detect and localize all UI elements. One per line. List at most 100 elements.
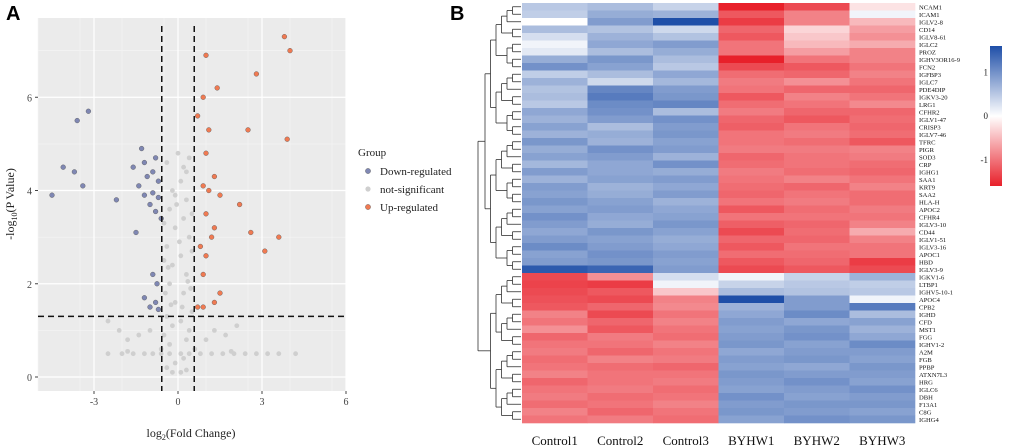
- heatmap-cell: [784, 153, 850, 161]
- heatmap-cell: [653, 153, 719, 161]
- heatmap-cell: [849, 228, 916, 236]
- row-label: IGLV3-16: [919, 245, 947, 252]
- point-not-significant: [220, 351, 226, 357]
- heatmap-cell: [718, 228, 785, 236]
- heatmap-cell: [522, 415, 588, 424]
- row-dendrogram: [477, 6, 521, 420]
- heatmap-cell: [849, 348, 916, 356]
- heatmap: NCAM1ICAM1IGLV2-8CD14IGLV8-61IGLC2PROZIG…: [477, 3, 1002, 448]
- row-label: IGKV3-20: [919, 95, 948, 102]
- point-up-regulated: [200, 271, 206, 278]
- heatmap-cell: [522, 115, 588, 124]
- heatmap-cell: [587, 115, 654, 124]
- legend-label-ns: not-significant: [380, 184, 444, 196]
- heatmap-cell: [653, 258, 719, 266]
- heatmap-cell: [653, 333, 719, 341]
- row-label: FCN2: [919, 65, 935, 72]
- heatmap-cell: [718, 385, 785, 394]
- heatmap-cell: [718, 175, 785, 184]
- heatmap-cell: [587, 108, 654, 116]
- heatmap-cell: [587, 145, 654, 154]
- point-not-significant: [184, 169, 189, 175]
- heatmap-cell: [587, 70, 654, 79]
- heatmap-cell: [849, 250, 916, 259]
- heatmap-cell: [784, 385, 850, 394]
- legend-swatch-ns: [365, 186, 371, 192]
- heatmap-cell: [522, 288, 588, 296]
- heatmap-cell: [718, 160, 785, 169]
- heatmap-cell: [587, 25, 654, 34]
- heatmap-cell: [849, 318, 916, 326]
- heatmap-cell: [587, 325, 654, 334]
- heatmap-cell: [522, 228, 588, 236]
- heatmap-cell: [784, 228, 850, 236]
- heatmap-cell: [784, 145, 850, 154]
- point-down-regulated: [60, 164, 66, 170]
- heatmap-cell: [587, 408, 654, 416]
- heatmap-cell: [522, 10, 588, 19]
- heatmap-cell: [522, 18, 588, 26]
- heatmap-cell: [653, 130, 719, 139]
- heatmap-cell: [718, 153, 785, 161]
- heatmap-cell: [587, 258, 654, 266]
- heatmap-cell: [849, 288, 916, 296]
- x-tick-label: 3: [260, 397, 265, 408]
- heatmap-cell: [784, 63, 850, 71]
- heatmap-cell: [587, 198, 654, 206]
- heatmap-cell: [718, 370, 785, 379]
- heatmap-cell: [653, 55, 719, 64]
- heatmap-cell: [784, 348, 850, 356]
- heatmap-cell: [653, 415, 719, 424]
- heatmap-cell: [849, 205, 916, 214]
- heatmap-cell: [653, 295, 719, 304]
- point-up-regulated: [203, 52, 209, 58]
- column-label: BYHW2: [794, 433, 840, 448]
- heatmap-cell: [653, 243, 719, 251]
- point-not-significant: [175, 150, 181, 156]
- point-not-significant: [177, 239, 182, 245]
- point-up-regulated: [248, 229, 254, 236]
- heatmap-cell: [849, 145, 916, 154]
- heatmap-cell: [587, 48, 654, 56]
- point-not-significant: [163, 290, 168, 296]
- heatmap-cell: [587, 355, 654, 364]
- heatmap-cell: [522, 265, 588, 274]
- row-label: A2M: [919, 350, 933, 357]
- point-not-significant: [164, 365, 170, 371]
- heatmap-cell: [587, 220, 654, 229]
- heatmap-cell: [784, 265, 850, 274]
- heatmap-cell: [587, 378, 654, 386]
- row-label: IGLV2-8: [919, 20, 944, 27]
- point-down-regulated: [141, 295, 148, 301]
- heatmap-cell: [849, 153, 916, 161]
- row-label: IGLC2: [919, 42, 938, 49]
- heatmap-cell: [587, 400, 654, 409]
- row-label: IGFBP3: [919, 72, 942, 79]
- heatmap-cell: [653, 40, 719, 49]
- heatmap-cell: [718, 265, 785, 274]
- heatmap-cell: [849, 325, 916, 334]
- point-not-significant: [130, 351, 136, 357]
- heatmap-cell: [718, 363, 785, 371]
- heatmap-cell: [522, 33, 588, 41]
- heatmap-cell: [587, 273, 654, 281]
- heatmap-cell: [718, 48, 785, 56]
- point-down-regulated: [136, 183, 142, 189]
- heatmap-cell: [522, 310, 588, 319]
- heatmap-cell: [849, 378, 916, 386]
- heatmap-cell: [718, 115, 785, 124]
- point-not-significant: [181, 164, 187, 170]
- heatmap-cell: [653, 123, 719, 131]
- heatmap-cell: [849, 108, 916, 116]
- heatmap-cell: [849, 273, 916, 281]
- heatmap-cell: [849, 198, 916, 206]
- heatmap-cell: [718, 378, 785, 386]
- heatmap-cell: [784, 288, 850, 296]
- point-not-significant: [170, 262, 175, 268]
- row-label: CPB2: [919, 305, 935, 312]
- heatmap-cell: [653, 220, 719, 229]
- heatmap-cell: [653, 235, 719, 244]
- heatmap-cell: [522, 348, 588, 356]
- heatmap-cell: [849, 55, 916, 64]
- point-not-significant: [105, 351, 111, 357]
